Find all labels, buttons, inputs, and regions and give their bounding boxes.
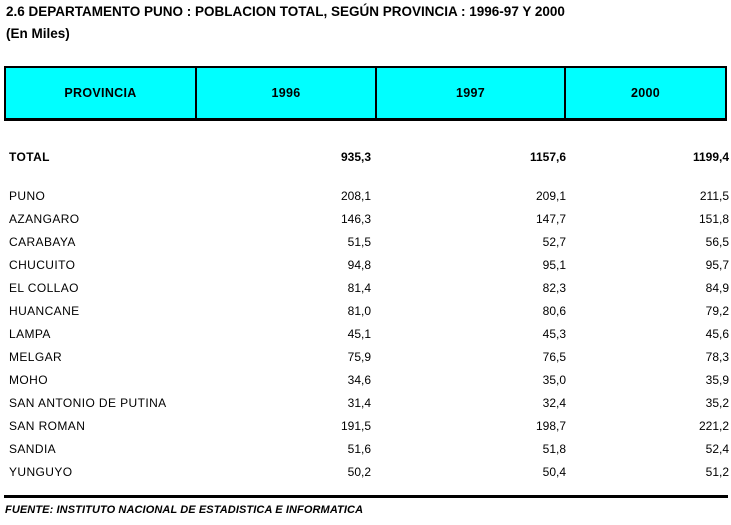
value-1997: 45,3 [542,327,566,341]
table-row: SAN ANTONIO DE PUTINA 31,4 32,4 35,2 [4,392,729,415]
value-1996: 31,4 [347,396,371,410]
table-row: EL COLLAO 81,4 82,3 84,9 [4,277,729,300]
value-2000: 211,5 [699,189,729,203]
footer-divider [4,495,728,498]
province-name: EL COLLAO [9,281,79,295]
value-2000: 221,2 [698,419,729,433]
value-1997: 52,7 [542,235,566,249]
value-1996: 45,1 [347,327,371,341]
column-header-provincia: PROVINCIA [64,86,137,100]
table-row: PUNO 208,1 209,1 211,5 [4,185,729,208]
value-1996: 81,4 [347,281,371,295]
province-name: MOHO [9,373,48,387]
total-value-2000: 1199,4 [692,150,729,164]
value-2000: 79,2 [705,304,729,318]
province-name: SAN ROMAN [9,419,86,433]
table-header-row: PROVINCIA 1996 1997 2000 [4,66,727,121]
value-1997: 80,6 [542,304,566,318]
total-row: TOTAL 935,3 1157,6 1199,4 [4,146,729,169]
value-1996: 51,6 [347,442,371,456]
value-1997: 82,3 [542,281,566,295]
province-name: PUNO [9,189,46,203]
table-row: SAN ROMAN 191,5 198,7 221,2 [4,415,729,438]
column-header-2000: 2000 [564,68,725,118]
value-2000: 35,2 [705,396,729,410]
value-1997: 76,5 [542,350,566,364]
table-row: YUNGUYO 50,2 50,4 51,2 [4,461,729,484]
province-name: AZANGARO [9,212,80,226]
value-1997: 32,4 [542,396,566,410]
value-2000: 78,3 [705,350,729,364]
province-name: YUNGUYO [9,465,73,479]
value-1996: 94,8 [347,258,371,272]
value-2000: 51,2 [705,465,729,479]
value-1996: 81,0 [347,304,371,318]
value-1996: 146,3 [340,212,371,226]
table-row: SANDIA 51,6 51,8 52,4 [4,438,729,461]
value-1997: 50,4 [542,465,566,479]
table-row: CARABAYA 51,5 52,7 56,5 [4,231,729,254]
table-row: MELGAR 75,9 76,5 78,3 [4,346,729,369]
value-2000: 45,6 [705,327,729,341]
value-1997: 35,0 [542,373,566,387]
table-row: MOHO 34,6 35,0 35,9 [4,369,729,392]
value-1997: 51,8 [542,442,566,456]
column-header-1997: 1997 [375,68,564,118]
province-name: LAMPA [9,327,51,341]
value-2000: 95,7 [705,258,729,272]
value-2000: 84,9 [705,281,729,295]
source-note: FUENTE: INSTITUTO NACIONAL DE ESTADISTIC… [5,504,364,516]
total-value-1997: 1157,6 [529,150,566,164]
province-name: SANDIA [9,442,57,456]
value-1997: 198,7 [535,419,566,433]
value-1996: 191,5 [340,419,371,433]
table-row: CHUCUITO 94,8 95,1 95,7 [4,254,729,277]
total-label: TOTAL [9,150,50,164]
page-subtitle: (En Miles) [6,26,70,41]
value-1996: 50,2 [347,465,371,479]
table-row: LAMPA 45,1 45,3 45,6 [4,323,729,346]
value-1996: 34,6 [347,373,371,387]
province-name: HUANCANE [9,304,80,318]
table-row: AZANGARO 146,3 147,7 151,8 [4,208,729,231]
province-name: CARABAYA [9,235,76,249]
value-1997: 209,1 [535,189,566,203]
value-2000: 56,5 [705,235,729,249]
value-1996: 75,9 [347,350,371,364]
page-title: 2.6 DEPARTAMENTO PUNO : POBLACION TOTAL,… [6,4,565,19]
value-1996: 51,5 [347,235,371,249]
province-name: SAN ANTONIO DE PUTINA [9,396,167,410]
value-2000: 151,8 [698,212,729,226]
province-name: MELGAR [9,350,63,364]
value-1997: 147,7 [535,212,566,226]
province-name: CHUCUITO [9,258,76,272]
value-2000: 52,4 [705,442,729,456]
table-body: TOTAL 935,3 1157,6 1199,4 PUNO 208,1 209… [4,121,729,484]
value-1996: 208,1 [340,189,371,203]
table-row: HUANCANE 81,0 80,6 79,2 [4,300,729,323]
column-header-1996: 1996 [195,68,375,118]
total-value-1996: 935,3 [340,150,371,164]
value-2000: 35,9 [705,373,729,387]
value-1997: 95,1 [542,258,566,272]
